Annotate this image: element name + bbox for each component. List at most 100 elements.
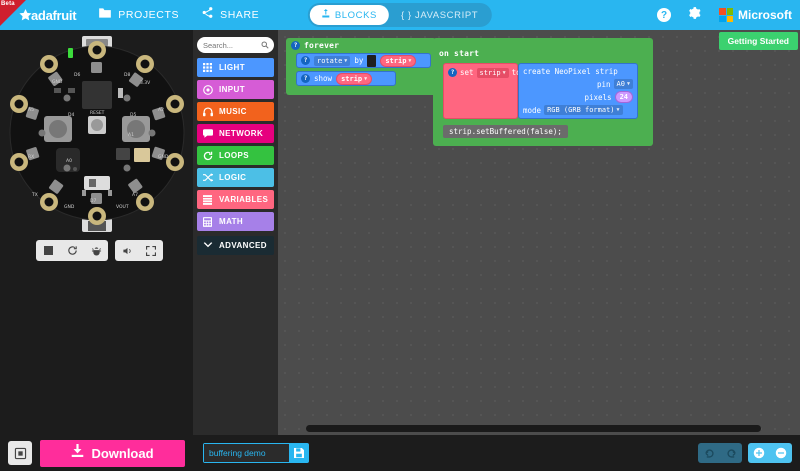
svg-text:VOUT: VOUT (116, 204, 129, 210)
rotate-strip-variable[interactable]: strip ▼ (380, 54, 417, 67)
canvas-horizontal-scrollbar[interactable] (306, 425, 761, 432)
tab-javascript[interactable]: { } JAVASCRIPT (389, 5, 490, 25)
header-right-group: ? Microsoft (657, 0, 792, 30)
expand-icon[interactable] (139, 240, 163, 261)
svg-text:D5: D5 (130, 112, 136, 118)
rotate-dropdown-label: rotate (317, 56, 343, 65)
redo-icon[interactable] (720, 443, 742, 463)
speaker-icon[interactable] (115, 240, 139, 261)
simulator-controls (36, 240, 163, 261)
chevron-down-icon: ▼ (502, 70, 506, 76)
forever-block[interactable]: ? forever ? rotate ▼ by strip ▼ ? show s… (286, 38, 436, 95)
category-variables[interactable]: VARIABLES (197, 190, 274, 209)
bug-icon[interactable] (84, 240, 108, 261)
show-strip-variable[interactable]: strip ▼ (336, 72, 373, 85)
show-strip-label: strip (341, 74, 363, 83)
show-label: show (314, 74, 333, 83)
target-icon (202, 84, 213, 95)
search-icon (261, 36, 269, 54)
category-variables-label: VARIABLES (219, 195, 269, 204)
pin-dropdown[interactable]: A0 ▼ (613, 79, 633, 89)
undo-icon[interactable] (698, 443, 720, 463)
rotate-statement-block[interactable]: ? rotate ▼ by strip ▼ (296, 53, 431, 68)
neopixel-pin-row: pin A0 ▼ (523, 79, 633, 89)
chevron-down-icon: ▼ (616, 107, 620, 113)
rotate-dropdown[interactable]: rotate ▼ (314, 55, 351, 66)
svg-text:GND: GND (158, 154, 169, 160)
download-icon (71, 444, 84, 462)
chip-icon[interactable] (8, 441, 32, 465)
question-mark-icon[interactable]: ? (657, 8, 671, 22)
zoom-in-icon[interactable] (748, 443, 770, 463)
set-label: set (460, 68, 474, 77)
stop-square-icon[interactable] (36, 240, 60, 261)
set-strip-dropdown[interactable]: strip ▼ (476, 68, 509, 78)
microsoft-squares (719, 8, 733, 22)
save-icon[interactable] (289, 444, 308, 462)
category-input-label: INPUT (219, 85, 245, 94)
category-loops[interactable]: LOOPS (197, 146, 274, 165)
neopixel-pixels-row: pixels 24 (523, 91, 633, 103)
show-help-icon[interactable]: ? (301, 74, 310, 83)
svg-text:D4: D4 (68, 112, 74, 118)
download-label: Download (91, 445, 154, 461)
rotate-help-icon[interactable]: ? (301, 56, 310, 65)
svg-text:TX: TX (31, 192, 38, 198)
pixels-value: 24 (619, 93, 628, 101)
search-box[interactable] (197, 37, 274, 53)
svg-text:GND: GND (64, 204, 75, 210)
create-neopixel-block[interactable]: create NeoPixel strip pin A0 ▼ pixels 24… (518, 63, 638, 119)
zoom-out-icon[interactable] (770, 443, 792, 463)
category-advanced[interactable]: ADVANCED (197, 236, 274, 255)
getting-started-button[interactable]: Getting Started (718, 32, 798, 50)
simulator-panel: GND D6 D8 3.3V A2 GND A7 VOUT GND TX RX A5 RES… (0, 30, 193, 435)
category-music[interactable]: MUSIC (197, 102, 274, 121)
blocks-canvas[interactable]: Getting Started ? forever ? rotate ▼ by … (278, 30, 800, 435)
folder-icon (98, 6, 118, 24)
forever-header: ? forever (286, 41, 436, 53)
set-variable-block[interactable]: ? set strip ▼ to (443, 63, 521, 119)
set-to-label: to (511, 68, 521, 77)
forever-help-icon[interactable]: ? (291, 41, 300, 50)
shuffle-icon (202, 172, 213, 183)
category-math[interactable]: MATH (197, 212, 274, 231)
category-loops-label: LOOPS (219, 151, 250, 160)
bottom-right-controls (698, 443, 792, 463)
pin-label: pin (597, 79, 611, 89)
chevron-down-icon: ▼ (344, 57, 348, 64)
search-input[interactable] (203, 40, 261, 50)
circuit-playground-board[interactable]: GND D6 D8 3.3V A2 GND A7 VOUT GND TX RX A5 RES… (6, 36, 188, 232)
neopixel-mode-row: mode RGB (GRB format) ▼ (523, 105, 633, 115)
nav-share[interactable]: SHARE (201, 6, 259, 24)
chevron-down-icon: ▼ (626, 81, 630, 87)
zoom-group (748, 443, 792, 463)
svg-text:3.3V: 3.3V (140, 80, 151, 86)
svg-text:RESET: RESET (90, 110, 105, 116)
create-neopixel-label: create NeoPixel strip (523, 67, 618, 76)
nav-projects[interactable]: PROJECTS (98, 6, 179, 24)
pixels-number-input[interactable]: 24 (614, 91, 633, 103)
category-input[interactable]: INPUT (197, 80, 274, 99)
refresh-icon[interactable] (60, 240, 84, 261)
microsoft-logo-icon[interactable]: Microsoft (719, 8, 792, 22)
mode-label: mode (523, 105, 542, 115)
category-logic[interactable]: LOGIC (197, 168, 274, 187)
project-name-input[interactable] (204, 444, 289, 462)
category-network[interactable]: NETWORK (197, 124, 274, 143)
on-start-block[interactable]: on start ? set strip ▼ to create NeoPixe… (433, 38, 653, 146)
loop-icon (202, 150, 213, 161)
rotate-number-slot[interactable] (367, 54, 377, 67)
gear-icon[interactable] (687, 6, 701, 25)
javascript-code-block[interactable]: strip.setBuffered(false); (443, 125, 568, 138)
show-statement-block[interactable]: ? show strip ▼ (296, 71, 396, 86)
set-help-icon[interactable]: ? (448, 68, 457, 77)
mode-dropdown[interactable]: RGB (GRB format) ▼ (544, 105, 623, 115)
download-button[interactable]: Download (40, 439, 185, 467)
category-network-label: NETWORK (219, 129, 264, 138)
list-icon (202, 194, 213, 205)
category-music-label: MUSIC (219, 107, 247, 116)
category-light[interactable]: LIGHT (197, 58, 274, 77)
tab-blocks-label: BLOCKS (334, 9, 377, 21)
tab-blocks[interactable]: BLOCKS (309, 5, 389, 25)
adafruit-brand[interactable]: adafruit (18, 0, 77, 30)
